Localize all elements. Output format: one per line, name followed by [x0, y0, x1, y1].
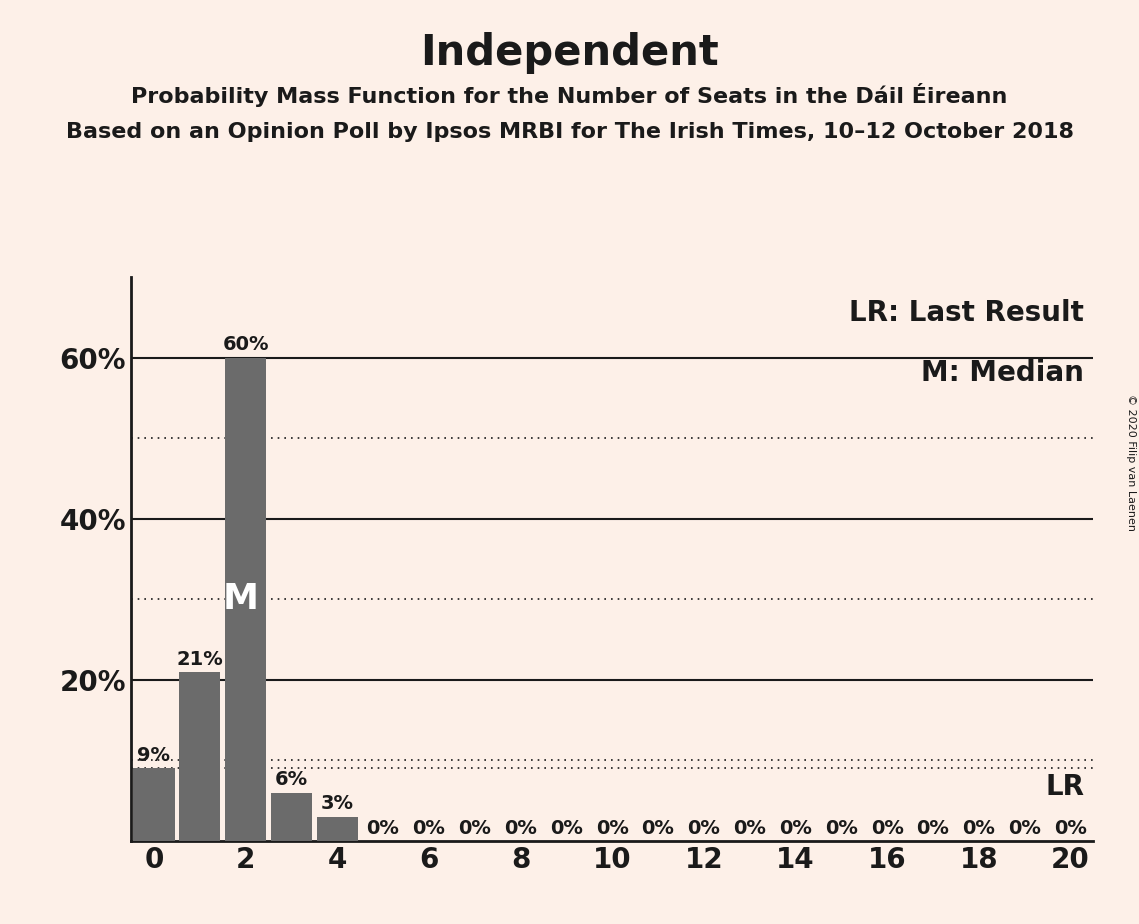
Text: Independent: Independent [420, 32, 719, 74]
Text: Based on an Opinion Poll by Ipsos MRBI for The Irish Times, 10–12 October 2018: Based on an Opinion Poll by Ipsos MRBI f… [66, 122, 1073, 142]
Text: M: M [223, 582, 259, 616]
Bar [317, 817, 358, 841]
Text: Probability Mass Function for the Number of Seats in the Dáil Éireann: Probability Mass Function for the Number… [131, 83, 1008, 107]
Text: 0%: 0% [641, 819, 674, 838]
Text: 0%: 0% [1054, 819, 1087, 838]
Text: 0%: 0% [550, 819, 583, 838]
Text: 0%: 0% [458, 819, 491, 838]
Text: 3%: 3% [321, 795, 354, 813]
Text: 0%: 0% [412, 819, 445, 838]
Text: 0%: 0% [779, 819, 812, 838]
Text: 0%: 0% [734, 819, 767, 838]
Bar [133, 769, 174, 841]
Bar [224, 358, 267, 841]
Text: LR: Last Result: LR: Last Result [850, 299, 1084, 327]
Text: 0%: 0% [870, 819, 903, 838]
Text: 21%: 21% [177, 650, 223, 669]
Text: LR: LR [1046, 773, 1084, 801]
Text: 0%: 0% [825, 819, 858, 838]
Bar [271, 793, 312, 841]
Text: M: Median: M: Median [921, 359, 1084, 387]
Text: 0%: 0% [962, 819, 995, 838]
Text: 0%: 0% [596, 819, 629, 838]
Text: 0%: 0% [505, 819, 536, 838]
Text: 0%: 0% [917, 819, 950, 838]
Text: 0%: 0% [1008, 819, 1041, 838]
Text: 60%: 60% [222, 335, 269, 355]
Text: 6%: 6% [274, 771, 308, 789]
Text: © 2020 Filip van Laenen: © 2020 Filip van Laenen [1126, 394, 1136, 530]
Text: 9%: 9% [138, 747, 171, 765]
Text: 0%: 0% [688, 819, 720, 838]
Text: 0%: 0% [367, 819, 400, 838]
Bar [179, 672, 220, 841]
